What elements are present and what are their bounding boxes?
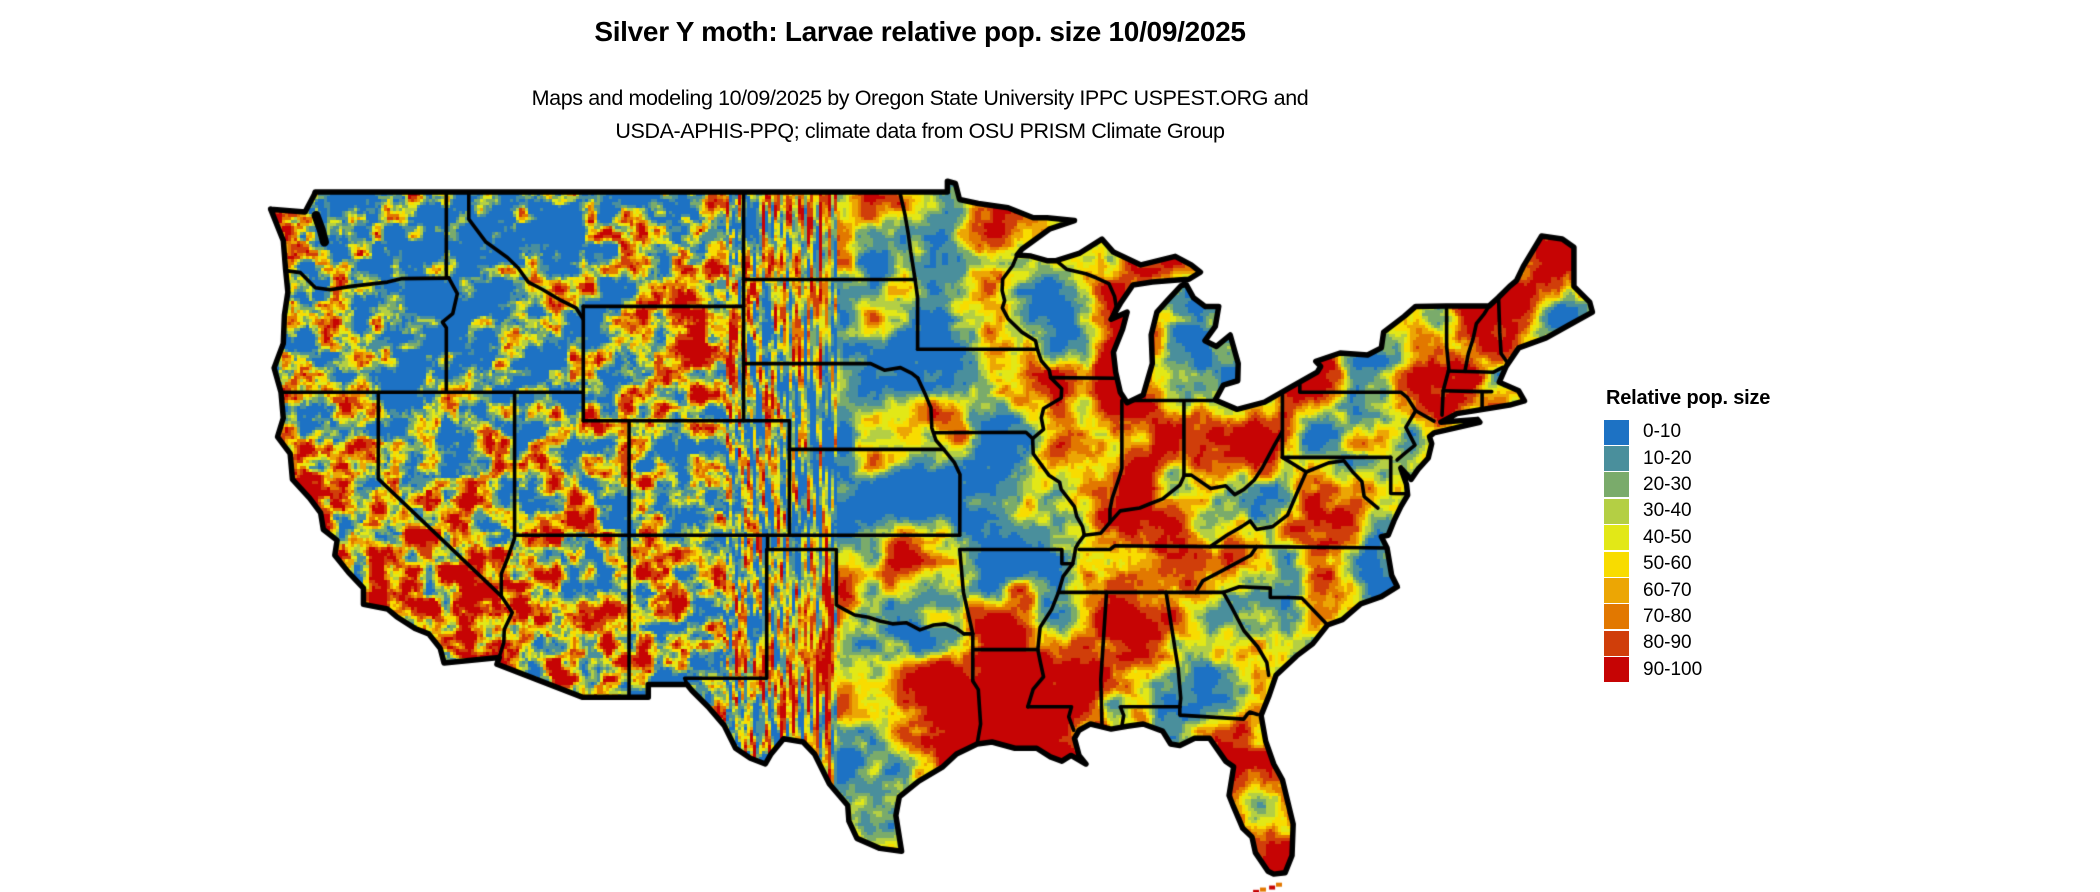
legend-label: 0-10 (1643, 421, 1682, 443)
legend-label: 90-100 (1643, 658, 1703, 680)
legend-item: 50-60 (1604, 551, 1770, 577)
legend-item: 40-50 (1604, 525, 1770, 551)
legend-swatch (1604, 630, 1629, 656)
legend-swatch (1604, 472, 1629, 498)
legend-label: 20-30 (1643, 473, 1692, 495)
legend-item: 20-30 (1604, 472, 1770, 498)
legend-label: 70-80 (1643, 605, 1692, 627)
legend-item: 80-90 (1604, 630, 1770, 656)
legend-item: 10-20 (1604, 445, 1770, 472)
legend-swatch (1604, 578, 1629, 604)
legend-label: 80-90 (1643, 632, 1692, 654)
legend-swatch (1604, 419, 1629, 445)
legend-swatch (1604, 604, 1629, 630)
legend-rows: 0-10 10-20 20-30 30-40 40-50 50-60 60-70 70-80 8… (1604, 419, 1770, 683)
legend-swatch (1604, 446, 1629, 472)
legend-item: 70-80 (1604, 604, 1770, 630)
legend-item: 0-10 (1604, 419, 1770, 445)
legend-item: 90-100 (1604, 657, 1770, 683)
legend-label: 30-40 (1643, 500, 1692, 522)
legend-title: Relative pop. size (1606, 387, 1771, 409)
legend-label: 10-20 (1643, 447, 1692, 469)
legend-label: 40-50 (1643, 526, 1692, 548)
legend-label: 50-60 (1643, 553, 1692, 575)
legend-item: 30-40 (1604, 498, 1770, 524)
legend-label: 60-70 (1643, 579, 1692, 601)
legend: Relative pop. size 0-10 10-20 20-30 30-40 40… (1604, 387, 1770, 683)
legend-swatch (1604, 657, 1629, 683)
legend-item: 60-70 (1604, 577, 1770, 604)
legend-swatch (1604, 498, 1629, 524)
legend-swatch (1604, 551, 1629, 577)
legend-swatch (1604, 525, 1629, 551)
